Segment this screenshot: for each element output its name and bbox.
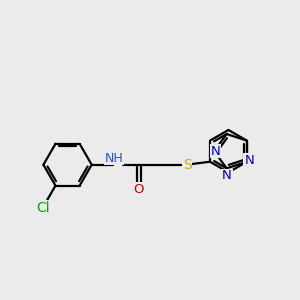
Text: O: O <box>134 183 144 196</box>
Text: S: S <box>183 158 191 172</box>
Text: N: N <box>211 145 220 158</box>
Text: N: N <box>244 154 254 167</box>
Text: NH: NH <box>105 152 124 165</box>
Text: N: N <box>222 169 232 182</box>
Text: Cl: Cl <box>36 201 50 215</box>
